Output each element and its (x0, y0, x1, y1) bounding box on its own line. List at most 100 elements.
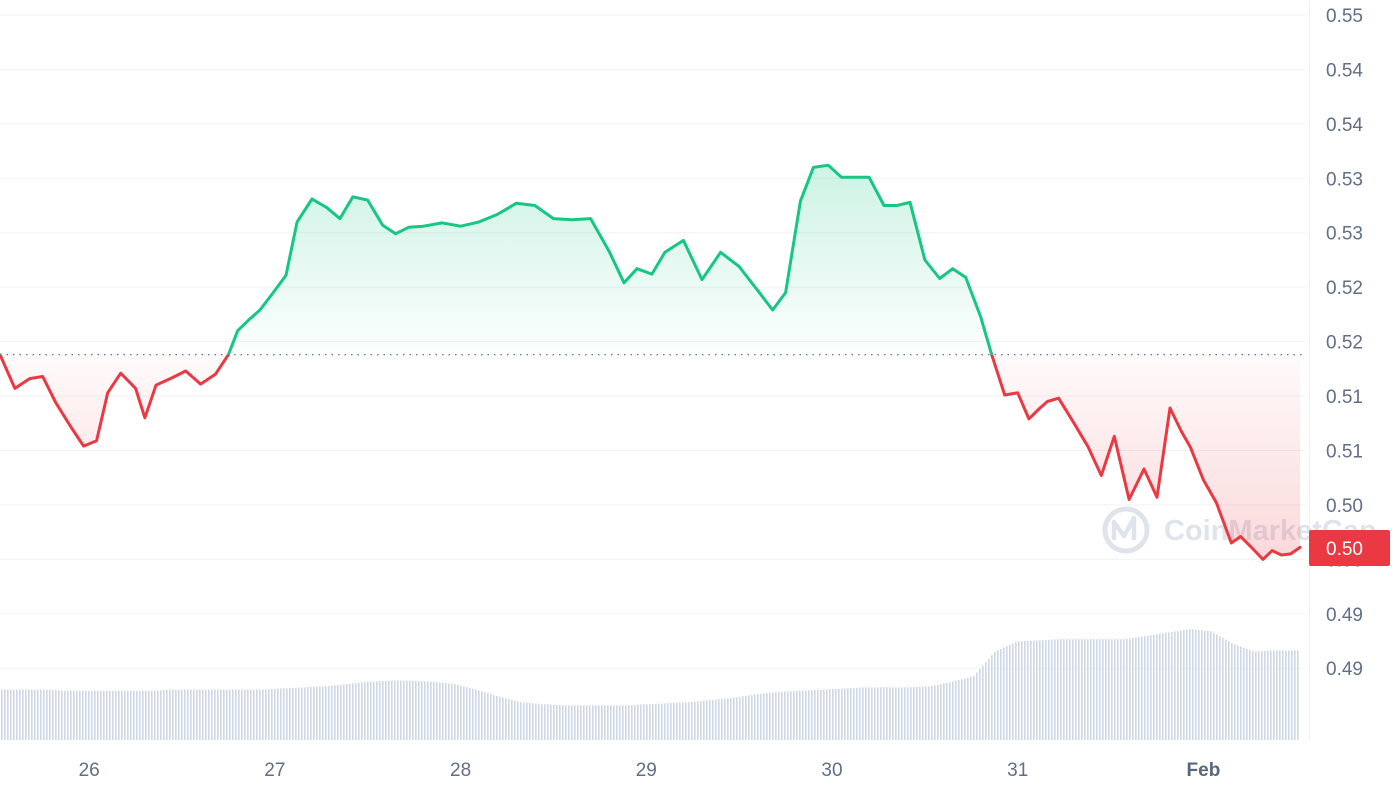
volume-bar (1042, 640, 1044, 740)
volume-bar (1093, 639, 1095, 740)
y-tick-label: 0.53 (1326, 224, 1363, 245)
volume-bar (1219, 636, 1221, 740)
volume-bar (301, 687, 303, 740)
volume-bar (937, 684, 939, 740)
volume-bar (556, 704, 558, 740)
volume-bar (616, 705, 618, 740)
volume-bar (991, 655, 993, 740)
volume-bar (472, 688, 474, 740)
volume-bar (748, 695, 750, 740)
volume-bar (568, 705, 570, 740)
volume-bar (346, 683, 348, 740)
volume-bar (751, 694, 753, 740)
volume-bar (1183, 630, 1185, 740)
volume-bar (103, 690, 105, 740)
volume-bar (1249, 649, 1251, 740)
volume-bar (1168, 632, 1170, 740)
volume-bar (1129, 638, 1131, 740)
volume-bar (193, 689, 195, 740)
volume-bar (325, 686, 327, 740)
volume-bar (964, 678, 966, 740)
volume-bar (562, 705, 564, 740)
x-tick-label: 30 (821, 760, 842, 781)
volume-bar (223, 689, 225, 740)
volume-bar (1240, 646, 1242, 740)
volume-bar (1150, 635, 1152, 740)
volume-bar (379, 681, 381, 740)
volume-bar (703, 700, 705, 740)
volume-bar (1051, 639, 1053, 740)
volume-bar (916, 686, 918, 740)
volume-bar (97, 690, 99, 740)
volume-bar (229, 689, 231, 740)
volume-bar (706, 700, 708, 740)
volume-bar (835, 688, 837, 740)
volume-bar (559, 705, 561, 740)
volume-bar (1015, 641, 1017, 740)
volume-bar (1270, 650, 1272, 740)
volume-bar (682, 702, 684, 740)
y-tick-label: 0.54 (1326, 60, 1363, 81)
volume-bar (1111, 639, 1113, 740)
volume-bar (736, 697, 738, 740)
volume-bar (304, 687, 306, 740)
volume-bar (625, 705, 627, 740)
volume-bar (1273, 650, 1275, 740)
volume-bar (985, 662, 987, 740)
volume-bar (106, 690, 108, 740)
volume-bar (820, 689, 822, 740)
volume-bar (196, 689, 198, 740)
volume-bar (403, 680, 405, 740)
volume-bar (961, 679, 963, 740)
volume-bar (331, 685, 333, 740)
volume-bar (1237, 645, 1239, 740)
volume-bar (397, 680, 399, 740)
volume-bar (529, 702, 531, 740)
volume-bar (1018, 641, 1020, 740)
volume-bar (457, 684, 459, 740)
volume-bar (1177, 630, 1179, 740)
volume-bar (988, 658, 990, 740)
volume-bar (178, 689, 180, 740)
x-tick-label: 28 (450, 760, 471, 781)
volume-bar (1243, 647, 1245, 740)
volume-bar (1105, 639, 1107, 740)
volume-bar (88, 690, 90, 740)
volume-bar (25, 689, 27, 740)
volume-bar (283, 688, 285, 740)
volume-bar (619, 705, 621, 740)
volume-bar (1006, 646, 1008, 740)
volume-bar (805, 690, 807, 740)
volume-bar (565, 705, 567, 740)
volume-bar (91, 690, 93, 740)
volume-bar (760, 693, 762, 740)
volume-bar (649, 704, 651, 740)
volume-bar (958, 679, 960, 740)
volume-bar (460, 685, 462, 740)
volume-bar (214, 689, 216, 740)
volume-bar (634, 704, 636, 740)
volume-bar (385, 680, 387, 740)
y-tick-label: 0.52 (1326, 333, 1363, 354)
volume-bar (1054, 639, 1056, 740)
volume-bar (799, 690, 801, 740)
volume-bar (1033, 640, 1035, 740)
volume-bar (7, 689, 9, 740)
volume-bar (865, 687, 867, 740)
volume-bar (676, 702, 678, 740)
volume-bar (31, 689, 33, 740)
volume-bar (658, 703, 660, 740)
volume-bar (793, 691, 795, 740)
volume-bar (901, 687, 903, 740)
volume-bar (661, 703, 663, 740)
volume-bar (295, 687, 297, 740)
volume-bar (1099, 639, 1101, 740)
volume-bar (811, 690, 813, 740)
volume-bar (889, 687, 891, 740)
volume-bar (100, 690, 102, 740)
volume-bar (670, 703, 672, 740)
volume-bar (1108, 639, 1110, 740)
volume-bar (1081, 639, 1083, 740)
volume-bar (142, 690, 144, 740)
volume-bar (247, 689, 249, 740)
